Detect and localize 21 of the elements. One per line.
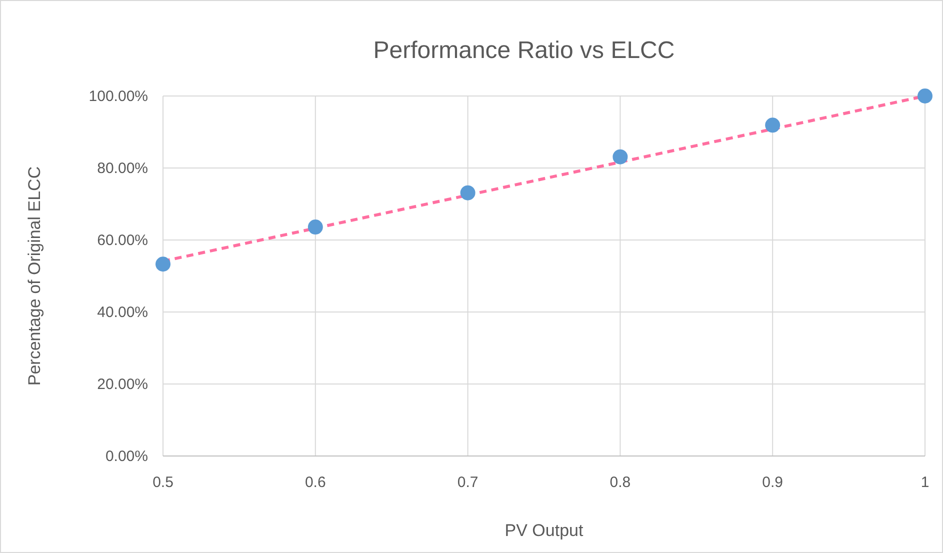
y-tick-label: 0.00% <box>105 448 148 465</box>
x-axis-title: PV Output <box>504 521 584 540</box>
point <box>156 256 170 272</box>
point <box>918 88 932 104</box>
y-tick-label: 80.00% <box>97 160 148 177</box>
y-tick-label: 60.00% <box>97 232 148 249</box>
point <box>308 220 323 235</box>
x-tick-label: 0.5 <box>152 474 174 491</box>
y-tick-label: 40.00% <box>97 304 148 321</box>
y-axis-title: Percentage of Original ELCC <box>25 166 44 386</box>
x-tick-label: 1 <box>920 474 930 491</box>
x-tick-label: 0.6 <box>304 474 326 491</box>
point <box>765 118 780 133</box>
x-tick-label: 0.8 <box>610 474 631 491</box>
point <box>460 185 476 200</box>
point <box>612 149 628 164</box>
x-tick-label: 0.9 <box>762 474 784 491</box>
chart-title: Performance Ratio vs ELCC <box>373 37 675 64</box>
x-tick-label: 0.7 <box>457 474 478 491</box>
y-tick-label: 100.00% <box>88 88 148 105</box>
y-tick-label: 20.00% <box>97 376 148 393</box>
